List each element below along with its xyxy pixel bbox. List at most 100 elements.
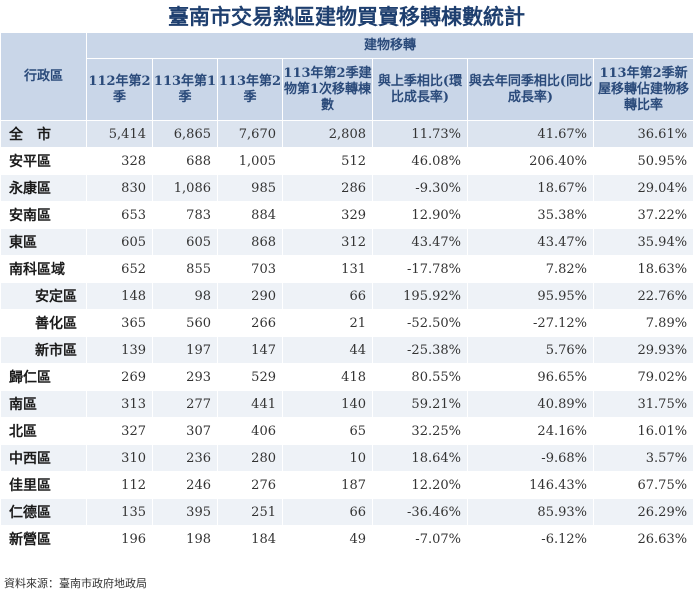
table-row: 中西區 310 236 280 10 18.64% -9.68% 3.57%	[0, 444, 693, 472]
cell-value: 35.38%	[467, 201, 594, 229]
cell-value: 605	[86, 228, 153, 256]
cell-value: 3.57%	[592, 444, 693, 472]
cell-value: 269	[86, 363, 153, 391]
header-col: 113年第2季建物第1次移轉棟數	[282, 58, 373, 121]
cell-value: 1,086	[152, 174, 218, 202]
region-name: 善化區	[0, 309, 87, 337]
cell-value: 312	[282, 228, 373, 256]
cell-value: 830	[86, 174, 153, 202]
cell-value: 95.95%	[467, 282, 594, 310]
header-col: 113年第1季	[152, 58, 218, 121]
cell-value: 277	[152, 390, 218, 418]
table-row: 南科區域 652 855 703 131 -17.78% 7.82% 18.63%	[0, 255, 693, 283]
cell-value: 12.20%	[372, 471, 468, 499]
cell-value: 653	[86, 201, 153, 229]
cell-value: 18.63%	[592, 255, 693, 283]
cell-value: 10	[282, 444, 373, 472]
cell-value: 29.04%	[592, 174, 693, 202]
table-row: 東區 605 605 868 312 43.47% 43.47% 35.94%	[0, 228, 693, 256]
cell-value: 985	[217, 174, 283, 202]
cell-value: 12.90%	[372, 201, 468, 229]
cell-value: -17.78%	[372, 255, 468, 283]
header-col: 與去年同季相比(同比成長率)	[467, 58, 594, 121]
cell-value: 329	[282, 201, 373, 229]
region-name: 新市區	[0, 336, 87, 364]
cell-value: 65	[282, 417, 373, 445]
cell-value: 7.89%	[592, 309, 693, 337]
cell-value: 147	[217, 336, 283, 364]
cell-value: 196	[86, 525, 153, 553]
table-row: 安定區 148 98 290 66 195.92% 95.95% 22.76%	[0, 282, 693, 310]
cell-value: 36.61%	[592, 120, 693, 148]
cell-value: 187	[282, 471, 373, 499]
cell-value: 783	[152, 201, 218, 229]
stats-table: 行政區 建物移轉 112年第2季 113年第1季 113年第2季 113年第2季…	[0, 32, 693, 553]
cell-value: 406	[217, 417, 283, 445]
cell-value: 195.92%	[372, 282, 468, 310]
region-name: 佳里區	[0, 471, 87, 499]
cell-value: 310	[86, 444, 153, 472]
cell-value: 79.02%	[592, 363, 693, 391]
table-row: 善化區 365 560 266 21 -52.50% -27.12% 7.89%	[0, 309, 693, 337]
table-row: 安平區 328 688 1,005 512 46.08% 206.40% 50.95%	[0, 147, 693, 175]
cell-value: 139	[86, 336, 153, 364]
header-region: 行政區	[0, 32, 87, 121]
cell-value: 328	[86, 147, 153, 175]
header-col: 與上季相比(環比成長率)	[372, 58, 468, 121]
header-col: 113年第2季新屋移轉佔建物移轉比率	[592, 58, 693, 121]
region-name: 仁德區	[0, 498, 87, 526]
cell-value: 6,865	[152, 120, 218, 148]
region-name: 東區	[0, 228, 87, 256]
table-body: 全 市 5,414 6,865 7,670 2,808 11.73% 41.67% 36.61…	[0, 120, 693, 553]
cell-value: 529	[217, 363, 283, 391]
cell-value: 441	[217, 390, 283, 418]
cell-value: 98	[152, 282, 218, 310]
cell-value: 22.76%	[592, 282, 693, 310]
cell-value: 18.64%	[372, 444, 468, 472]
cell-value: -7.07%	[372, 525, 468, 553]
cell-value: -36.46%	[372, 498, 468, 526]
cell-value: -27.12%	[467, 309, 594, 337]
cell-value: 418	[282, 363, 373, 391]
cell-value: 1,005	[217, 147, 283, 175]
table-row: 安南區 653 783 884 329 12.90% 35.38% 37.22%	[0, 201, 693, 229]
region-name: 永康區	[0, 174, 87, 202]
region-name: 安平區	[0, 147, 87, 175]
cell-value: 16.01%	[592, 417, 693, 445]
cell-value: 135	[86, 498, 153, 526]
header-group: 建物移轉	[85, 32, 693, 59]
region-name: 北區	[0, 417, 87, 445]
cell-value: 21	[282, 309, 373, 337]
cell-value: 148	[86, 282, 153, 310]
region-name: 全 市	[0, 120, 87, 148]
cell-value: 67.75%	[592, 471, 693, 499]
cell-value: 280	[217, 444, 283, 472]
cell-value: 652	[86, 255, 153, 283]
cell-value: 131	[282, 255, 373, 283]
cell-value: 44	[282, 336, 373, 364]
cell-value: -25.38%	[372, 336, 468, 364]
cell-value: 40.89%	[467, 390, 594, 418]
cell-value: 2,808	[282, 120, 373, 148]
cell-value: 37.22%	[592, 201, 693, 229]
cell-value: 688	[152, 147, 218, 175]
cell-value: 560	[152, 309, 218, 337]
cell-value: 327	[86, 417, 153, 445]
cell-value: 313	[86, 390, 153, 418]
cell-value: 146.43%	[467, 471, 594, 499]
cell-value: 96.65%	[467, 363, 594, 391]
cell-value: 85.93%	[467, 498, 594, 526]
cell-value: 884	[217, 201, 283, 229]
cell-value: 18.67%	[467, 174, 594, 202]
table-row: 新市區 139 197 147 44 -25.38% 5.76% 29.93%	[0, 336, 693, 364]
cell-value: 43.47%	[467, 228, 594, 256]
table-row: 佳里區 112 246 276 187 12.20% 146.43% 67.75%	[0, 471, 693, 499]
cell-value: 868	[217, 228, 283, 256]
region-name: 中西區	[0, 444, 87, 472]
cell-value: 11.73%	[372, 120, 468, 148]
table-title: 臺南市交易熱區建物買賣移轉棟數統計	[0, 0, 693, 33]
region-name: 安定區	[0, 282, 87, 310]
cell-value: 365	[86, 309, 153, 337]
region-name: 新營區	[0, 525, 87, 553]
